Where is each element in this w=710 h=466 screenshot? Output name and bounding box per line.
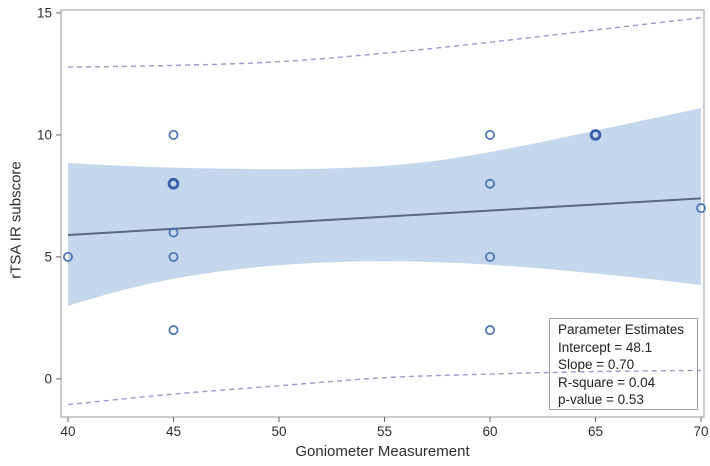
x-tick-label: 40 xyxy=(60,424,75,439)
upper-prediction-limit xyxy=(67,17,702,68)
data-point xyxy=(167,177,180,190)
x-tick-label: 55 xyxy=(377,424,392,439)
param-slope: Slope = 0.70 xyxy=(558,357,635,372)
x-tick-label: 60 xyxy=(483,424,498,439)
param-intercept: Intercept = 48.1 xyxy=(558,339,653,355)
x-axis-label: Goniometer Measurement xyxy=(295,443,470,460)
param-box-title: Parameter Estimates xyxy=(558,322,685,337)
x-tick-label: 50 xyxy=(271,424,286,439)
data-point xyxy=(168,227,179,238)
y-tick-label: 5 xyxy=(44,249,52,264)
x-tick-label: 65 xyxy=(588,424,603,439)
x-tick-label: 45 xyxy=(166,424,181,439)
data-point xyxy=(696,203,706,214)
y-axis-label: rTSA IR subscore xyxy=(7,161,25,279)
y-tick-label: 10 xyxy=(37,127,52,142)
data-point xyxy=(168,251,179,262)
x-tick-label: 70 xyxy=(694,424,709,439)
data-point xyxy=(485,129,495,140)
data-point xyxy=(589,129,602,141)
data-point xyxy=(485,251,495,262)
lower-prediction-limit xyxy=(67,369,702,406)
data-point xyxy=(485,178,495,189)
y-tick-label: 0 xyxy=(44,371,52,386)
data-point xyxy=(168,129,179,140)
parameter-estimates-box: Parameter Estimates Intercept = 48.1 Slo… xyxy=(549,318,698,410)
param-r-square: R-square = 0.04 xyxy=(558,374,656,390)
data-point xyxy=(63,251,73,262)
y-tick-label: 15 xyxy=(37,5,52,20)
data-point xyxy=(485,325,495,336)
param-p-value: p-value = 0.53 xyxy=(558,392,644,407)
confidence-band xyxy=(68,108,701,306)
data-point xyxy=(168,325,179,336)
